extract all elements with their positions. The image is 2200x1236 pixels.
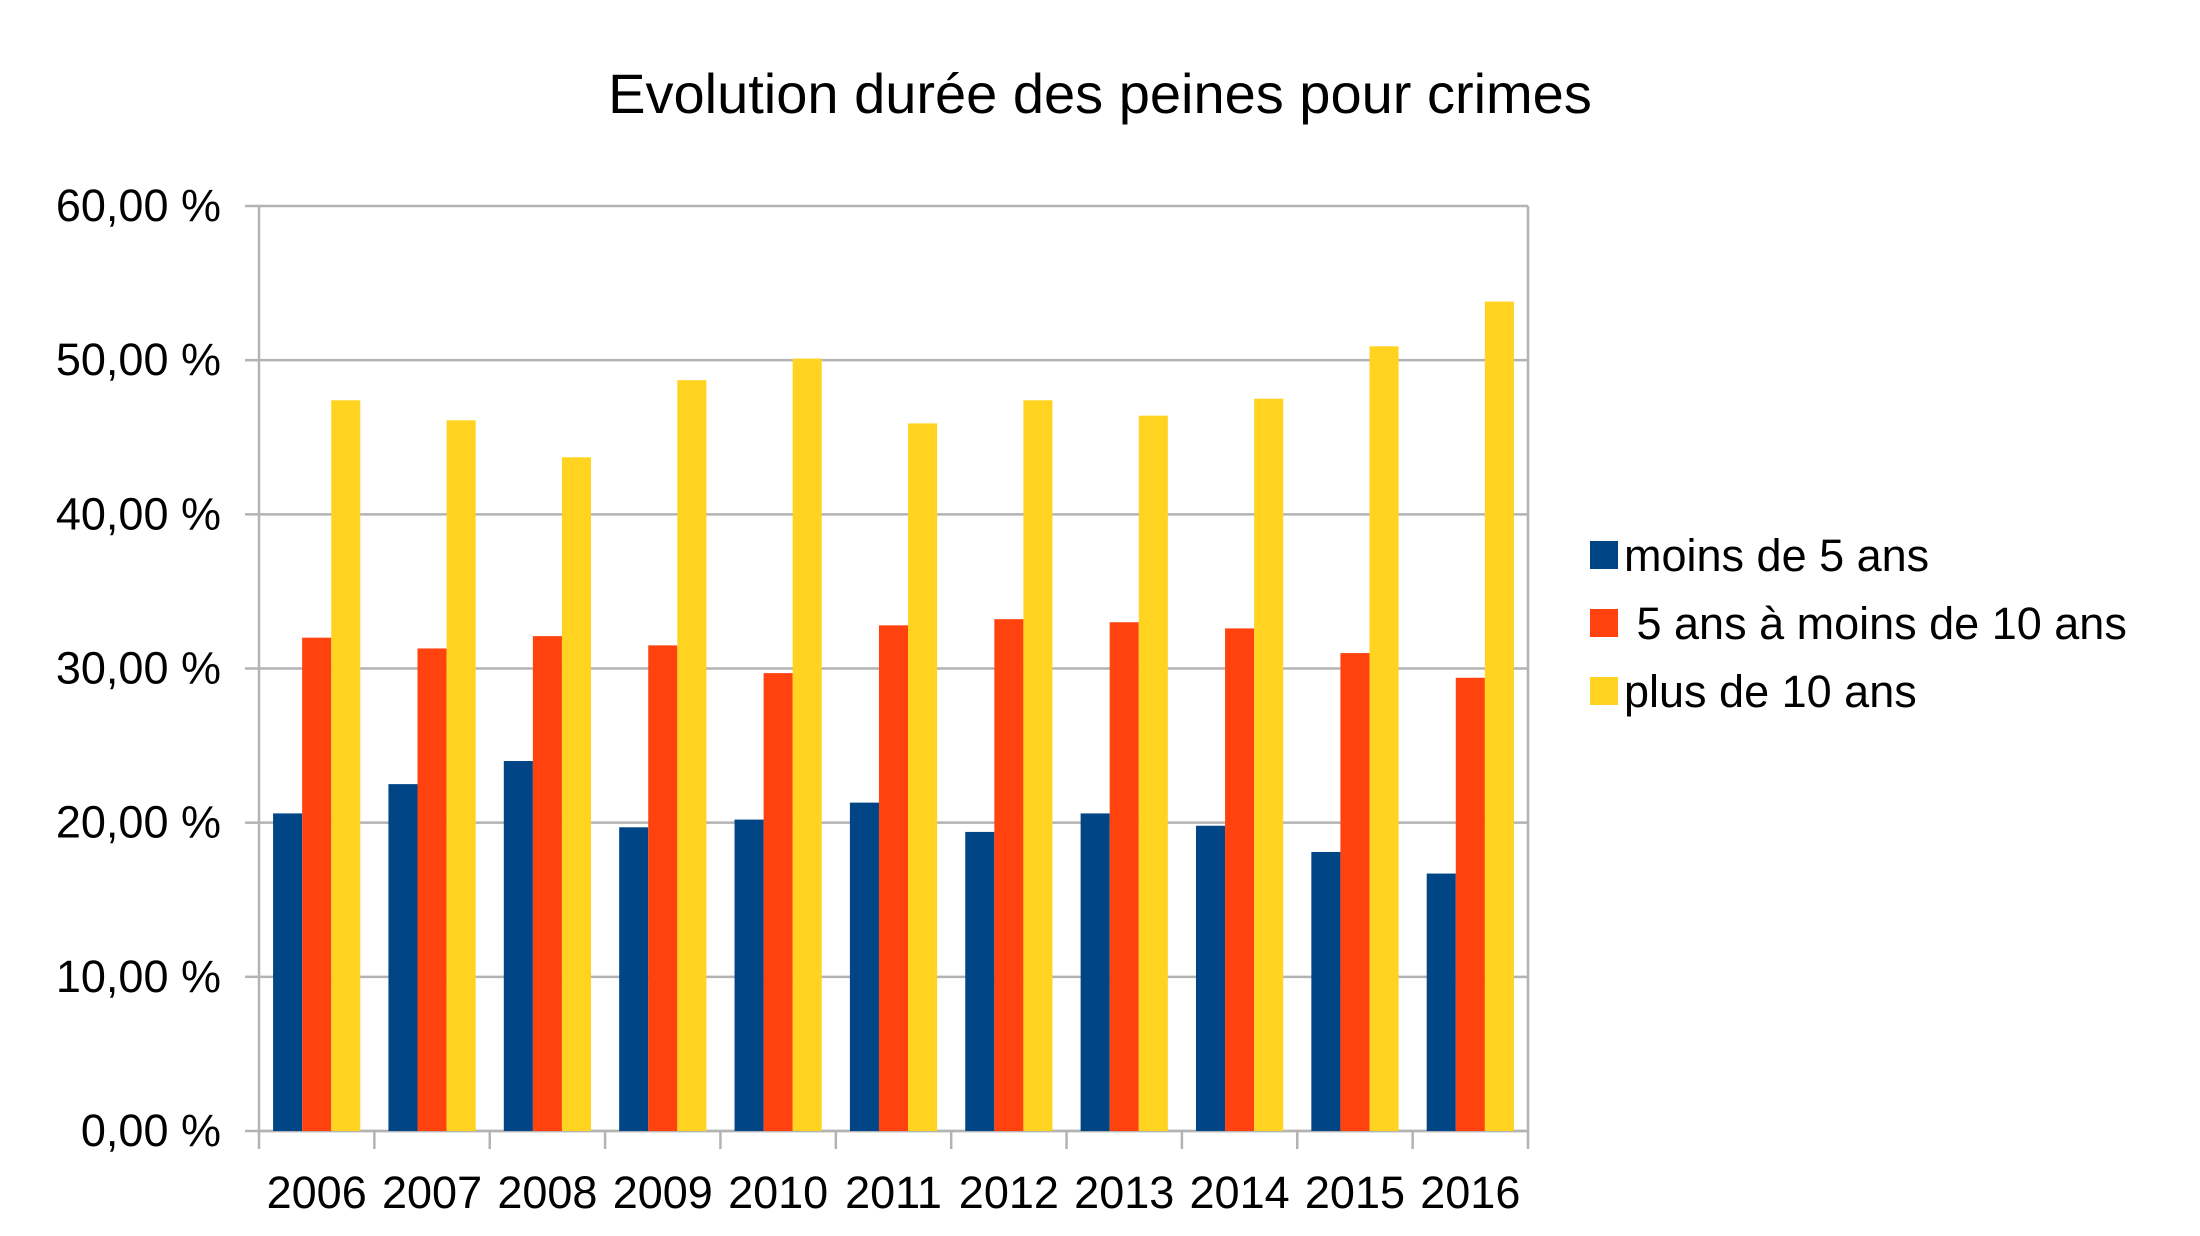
legend-swatch: [1590, 541, 1618, 569]
bar-1: [388, 784, 418, 1131]
x-tick-label: 2009: [613, 1167, 713, 1218]
bar-3: [1484, 301, 1514, 1131]
bar-1: [1311, 851, 1341, 1131]
x-tick-label: 2008: [497, 1167, 597, 1218]
x-tick-label: 2007: [382, 1167, 482, 1218]
bar-1: [1426, 873, 1456, 1131]
bar-3: [1023, 400, 1053, 1131]
x-tick-label: 2015: [1305, 1167, 1405, 1218]
bar-2: [648, 645, 678, 1131]
x-tick-label: 2010: [728, 1167, 828, 1218]
bar-2: [994, 619, 1024, 1131]
bar-2: [1455, 677, 1485, 1131]
axes: 0,00 % 10,00 % 20,00 % 30,00 % 40,00 % 50,00 …: [56, 180, 1530, 1218]
bar-3: [908, 423, 938, 1131]
bar-1: [1195, 825, 1226, 1131]
bar-2: [1340, 653, 1370, 1131]
bar-3: [446, 420, 476, 1132]
chart-title: Evolution durée des peines pour crimes: [608, 62, 1592, 125]
legend-swatch: [1590, 677, 1618, 705]
bar-1: [734, 819, 764, 1131]
bar-2: [1225, 628, 1255, 1131]
bar-2: [878, 625, 909, 1131]
bar-2: [763, 673, 793, 1131]
bar-3: [331, 400, 361, 1131]
bars: [273, 301, 1514, 1132]
x-tick-label: 2011: [845, 1167, 942, 1218]
y-tick-label: 20,00 %: [56, 797, 221, 848]
bar-1: [619, 827, 649, 1131]
legend-label: 5 ans à moins de 10 ans: [1624, 598, 2127, 649]
y-tick-label: 50,00 %: [56, 334, 221, 385]
y-tick-label: 0,00 %: [81, 1105, 221, 1156]
y-tick-label: 30,00 %: [56, 643, 221, 694]
bar-3: [1369, 346, 1399, 1132]
y-tick-label: 40,00 %: [56, 488, 221, 539]
x-tick-label: 2006: [267, 1167, 367, 1218]
x-tick-label: 2013: [1074, 1167, 1174, 1218]
legend-swatch: [1590, 609, 1618, 637]
bar-1: [849, 802, 879, 1131]
legend-label: moins de 5 ans: [1624, 530, 1929, 581]
legend: moins de 5 ans 5 ans à moins de 10 ans pl…: [1590, 530, 2127, 717]
bar-3: [1254, 398, 1284, 1131]
legend-label: plus de 10 ans: [1624, 666, 1917, 717]
bar-3: [561, 457, 592, 1132]
y-tick-label: 10,00 %: [56, 951, 221, 1002]
bar-1: [965, 831, 995, 1131]
y-tick-label: 60,00 %: [56, 180, 221, 231]
bar-2: [532, 636, 562, 1131]
bar-2: [417, 648, 447, 1131]
bar-2: [1109, 622, 1139, 1131]
bar-2: [302, 637, 332, 1131]
bar-3: [1138, 415, 1168, 1132]
x-tick-label: 2012: [959, 1167, 1059, 1218]
bar-3: [677, 380, 707, 1131]
x-tick-label: 2014: [1190, 1167, 1290, 1218]
x-tick-label: 2016: [1420, 1167, 1520, 1218]
bar-1: [273, 813, 303, 1131]
bar-3: [792, 358, 822, 1131]
bar-1: [1080, 813, 1110, 1131]
bar-1: [503, 761, 533, 1131]
